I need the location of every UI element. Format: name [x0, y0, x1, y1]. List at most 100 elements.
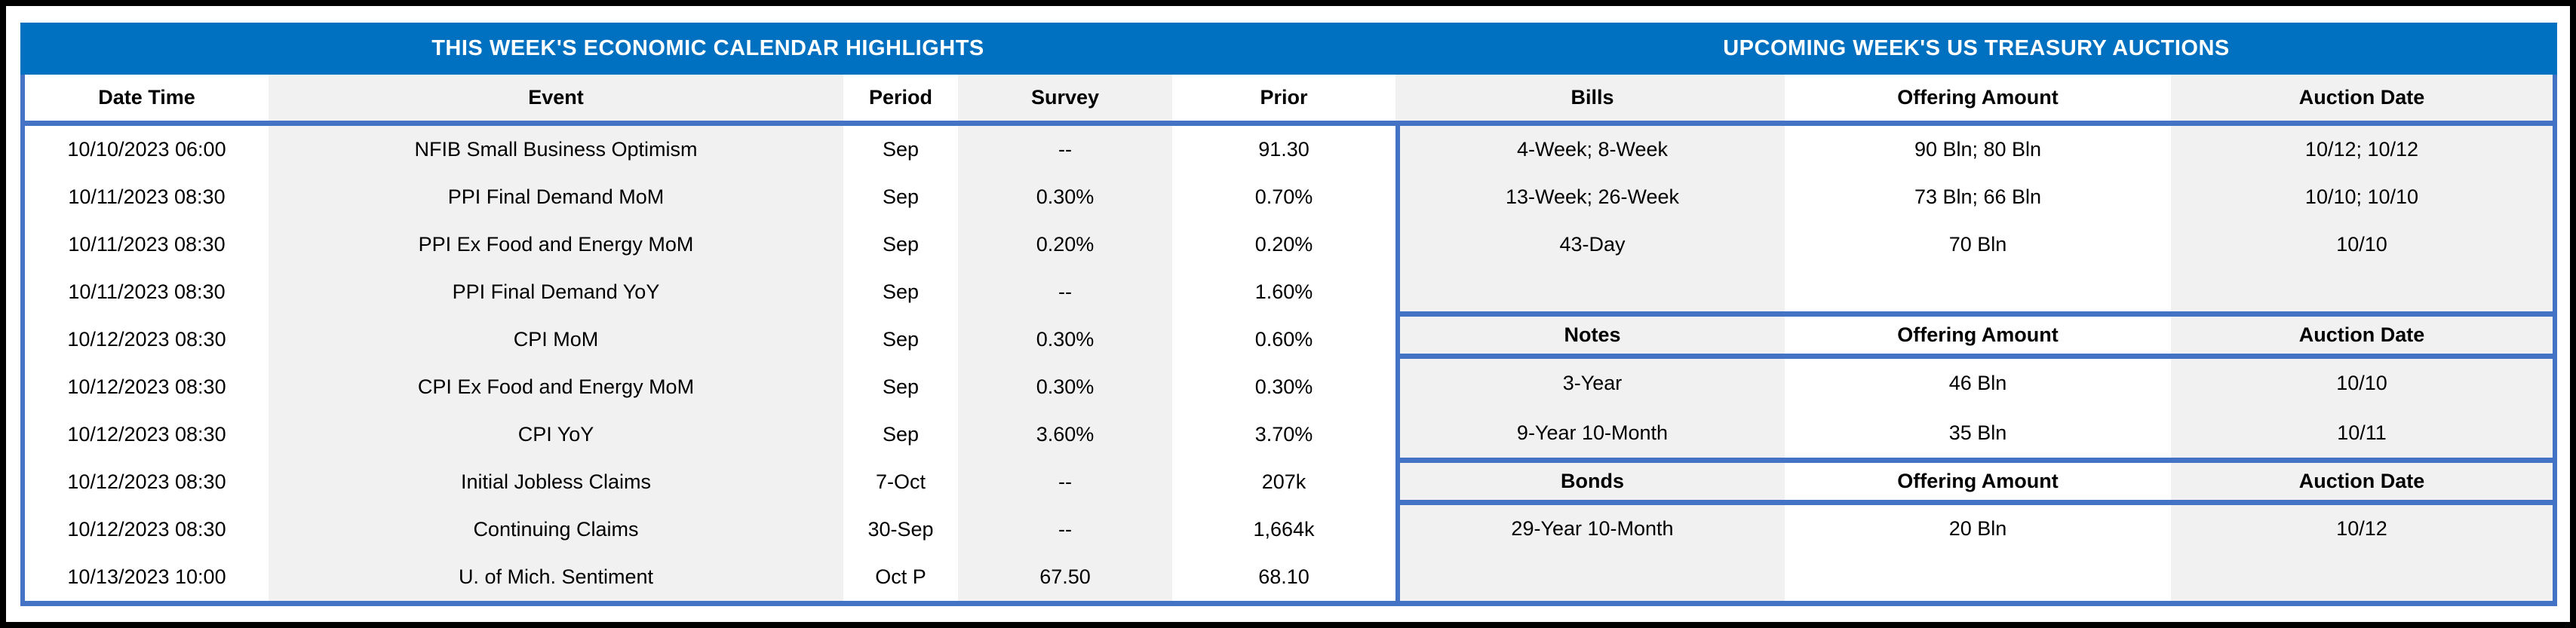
survey-cell: -- [958, 268, 1172, 316]
period-cell: Sep [843, 316, 958, 363]
economic-calendar-title: THIS WEEK'S ECONOMIC CALENDAR HIGHLIGHTS [431, 36, 984, 60]
bonds-header-row: Bonds Offering Amount Auction Date [1400, 463, 2553, 500]
filler-cell [1785, 268, 2171, 311]
event-cell: NFIB Small Business Optimism [269, 126, 843, 173]
col-header-auction-date: Auction Date [2171, 317, 2553, 354]
period-cell: 7-Oct [843, 458, 958, 506]
event-cell: PPI Final Demand MoM [269, 173, 843, 221]
prior-cell: 3.70% [1172, 411, 1395, 458]
auction-date-cell: 10/10 [2171, 221, 2553, 268]
bills-header-row: Bills Offering Amount Auction Date [1400, 75, 2553, 121]
survey-cell: -- [958, 458, 1172, 506]
tables-wrapper: Date Time Event Period Survey Prior 10/1… [20, 75, 2557, 606]
col-header-date-time: Date Time [25, 75, 269, 121]
event-cell: CPI Ex Food and Energy MoM [269, 363, 843, 411]
calendar-row: 10/12/2023 08:30 CPI Ex Food and Energy … [25, 363, 1395, 411]
calendar-row: 10/10/2023 06:00 NFIB Small Business Opt… [25, 126, 1395, 173]
date-cell: 10/12/2023 08:30 [25, 458, 269, 506]
auction-date-cell: 10/10 [2171, 359, 2553, 409]
survey-cell: 0.30% [958, 173, 1172, 221]
prior-cell: 91.30 [1172, 126, 1395, 173]
calendar-row: 10/12/2023 08:30 CPI MoM Sep 0.30% 0.60% [25, 316, 1395, 363]
date-cell: 10/13/2023 10:00 [25, 553, 269, 601]
col-header-survey: Survey [958, 75, 1172, 121]
security-cell: 3-Year [1400, 359, 1785, 409]
economic-calendar-table: Date Time Event Period Survey Prior 10/1… [20, 75, 1395, 601]
bonds-filler [1400, 553, 2553, 601]
security-cell: 13-Week; 26-Week [1400, 173, 1785, 221]
auctions-header-rule [1400, 121, 2553, 126]
event-cell: PPI Ex Food and Energy MoM [269, 221, 843, 268]
amount-cell: 35 Bln [1785, 408, 2171, 458]
report-content: THIS WEEK'S ECONOMIC CALENDAR HIGHLIGHTS… [20, 23, 2557, 606]
filler-cell [1785, 553, 2171, 601]
notes-header-row: Notes Offering Amount Auction Date [1400, 317, 2553, 354]
amount-cell: 73 Bln; 66 Bln [1785, 173, 2171, 221]
col-header-auction-date: Auction Date [2171, 75, 2553, 121]
event-cell: Continuing Claims [269, 506, 843, 553]
calendar-row: 10/11/2023 08:30 PPI Final Demand MoM Se… [25, 173, 1395, 221]
col-header-offering-amount: Offering Amount [1785, 75, 2171, 121]
calendar-row: 10/13/2023 10:00 U. of Mich. Sentiment O… [25, 553, 1395, 601]
prior-cell: 1.60% [1172, 268, 1395, 316]
filler-cell [1400, 268, 1785, 311]
period-cell: Sep [843, 268, 958, 316]
date-cell: 10/12/2023 08:30 [25, 411, 269, 458]
survey-cell: 0.30% [958, 316, 1172, 363]
calendar-row: 10/12/2023 08:30 CPI YoY Sep 3.60% 3.70% [25, 411, 1395, 458]
section-rule [1400, 354, 2553, 359]
amount-cell: 46 Bln [1785, 359, 2171, 409]
calendar-header-row: Date Time Event Period Survey Prior [25, 75, 1395, 121]
prior-cell: 0.30% [1172, 363, 1395, 411]
date-cell: 10/11/2023 08:30 [25, 173, 269, 221]
bills-row: 43-Day 70 Bln 10/10 [1400, 221, 2553, 268]
survey-cell: 67.50 [958, 553, 1172, 601]
calendar-row: 10/11/2023 08:30 PPI Final Demand YoY Se… [25, 268, 1395, 316]
date-cell: 10/11/2023 08:30 [25, 221, 269, 268]
period-cell: Sep [843, 363, 958, 411]
col-header-offering-amount: Offering Amount [1785, 317, 2171, 354]
title-bar: THIS WEEK'S ECONOMIC CALENDAR HIGHLIGHTS… [20, 23, 2557, 75]
amount-cell: 70 Bln [1785, 221, 2171, 268]
filler-cell [2171, 268, 2553, 311]
date-cell: 10/11/2023 08:30 [25, 268, 269, 316]
period-cell: Sep [843, 411, 958, 458]
security-cell: 9-Year 10-Month [1400, 408, 1785, 458]
auction-date-cell: 10/12 [2171, 505, 2553, 553]
col-header-period: Period [843, 75, 958, 121]
table-divider [1395, 75, 1400, 601]
prior-cell: 0.60% [1172, 316, 1395, 363]
amount-cell: 90 Bln; 80 Bln [1785, 126, 2171, 173]
auction-date-cell: 10/12; 10/12 [2171, 126, 2553, 173]
col-header-prior: Prior [1172, 75, 1395, 121]
col-header-auction-date: Auction Date [2171, 463, 2553, 500]
security-cell: 4-Week; 8-Week [1400, 126, 1785, 173]
treasury-auctions-table: Bills Offering Amount Auction Date 4-Wee… [1400, 75, 2557, 601]
section-rule [1400, 458, 2553, 463]
bills-section: 4-Week; 8-Week 90 Bln; 80 Bln 10/12; 10/… [1400, 126, 2553, 311]
auction-date-cell: 10/10; 10/10 [2171, 173, 2553, 221]
event-cell: CPI YoY [269, 411, 843, 458]
survey-cell: 0.20% [958, 221, 1172, 268]
col-header-notes: Notes [1400, 317, 1785, 354]
notes-section: 3-Year 46 Bln 10/10 9-Year 10-Month 35 B… [1400, 359, 2553, 458]
survey-cell: 0.30% [958, 363, 1172, 411]
notes-row: 3-Year 46 Bln 10/10 [1400, 359, 2553, 409]
auction-date-cell: 10/11 [2171, 408, 2553, 458]
bills-row: 4-Week; 8-Week 90 Bln; 80 Bln 10/12; 10/… [1400, 126, 2553, 173]
col-header-event: Event [269, 75, 843, 121]
bills-filler [1400, 268, 2553, 311]
date-cell: 10/12/2023 08:30 [25, 506, 269, 553]
survey-cell: -- [958, 126, 1172, 173]
survey-cell: 3.60% [958, 411, 1172, 458]
notes-row: 9-Year 10-Month 35 Bln 10/11 [1400, 408, 2553, 458]
date-cell: 10/10/2023 06:00 [25, 126, 269, 173]
section-rule [1400, 500, 2553, 505]
calendar-row: 10/12/2023 08:30 Continuing Claims 30-Se… [25, 506, 1395, 553]
date-cell: 10/12/2023 08:30 [25, 316, 269, 363]
security-cell: 43-Day [1400, 221, 1785, 268]
event-cell: PPI Final Demand YoY [269, 268, 843, 316]
date-cell: 10/12/2023 08:30 [25, 363, 269, 411]
bills-row: 13-Week; 26-Week 73 Bln; 66 Bln 10/10; 1… [1400, 173, 2553, 221]
